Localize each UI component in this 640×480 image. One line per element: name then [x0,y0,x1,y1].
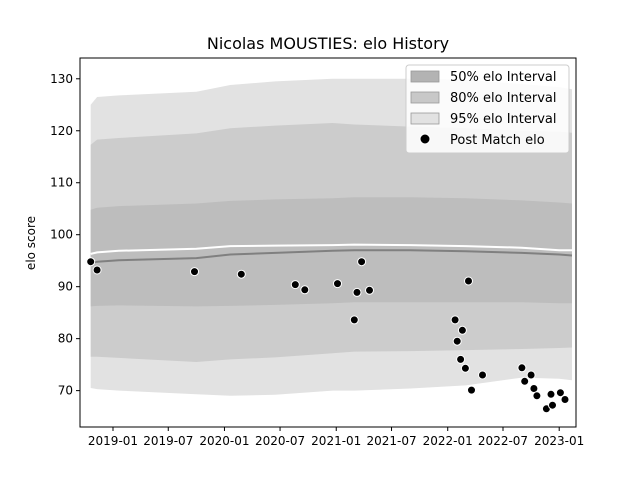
post-match-point-11 [450,315,460,325]
post-match-point-26 [548,400,557,410]
plot-frame [79,57,577,428]
post-match-point-2 [190,267,199,277]
legend-swatch-1 [410,91,440,104]
y-tick-label-1: 80 [58,332,73,346]
post-match-point-1 [92,265,102,275]
y-tick-label-5: 120 [50,124,73,138]
legend-label-3: Post Match elo [450,133,545,148]
post-match-point-19 [517,363,527,373]
post-match-point-8 [352,287,362,297]
post-match-point-7 [349,315,359,325]
post-match-point-6 [333,279,342,289]
x-tick-label-8: 2023-01 [534,434,584,448]
post-match-point-16 [464,276,473,286]
post-match-point-17 [467,385,476,395]
post-match-point-9 [357,257,367,267]
post-match-point-5 [300,285,310,295]
legend: 50% elo Interval 80% elo Interval 95% elo … [405,64,570,154]
y-tick-label-6: 130 [50,72,73,86]
legend-marker-3 [419,133,431,145]
post-match-point-12 [452,336,462,346]
post-match-point-27 [555,388,565,398]
x-tick-label-1: 2019-07 [143,434,193,448]
post-match-point-25 [546,389,556,399]
axes: 70 80 90 100 110 120 130 2019-01 2019-07 2020-01 2… [50,57,584,448]
post-match-point-18 [478,370,487,380]
plot-content [86,78,573,414]
x-tick-label-3: 2020-07 [255,434,305,448]
post-match-point-13 [456,354,466,364]
upper-line [90,243,572,255]
y-tick-label-2: 90 [58,280,73,294]
legend-box [405,64,570,154]
post-match-point-4 [290,280,300,290]
legend-swatch-2 [410,112,440,125]
post-match-point-20 [520,376,530,386]
post-match-point-23 [532,391,542,401]
y-tick-label-3: 100 [50,228,73,242]
chart-title: Nicolas MOUSTIES: elo History [207,34,449,53]
y-tick-label-4: 110 [50,176,73,190]
x-tick-label-6: 2022-01 [423,434,473,448]
post-match-point-22 [529,384,539,393]
y-tick-label-0: 70 [58,384,73,398]
post-match-point-15 [460,363,470,373]
x-tick-label-4: 2021-01 [311,434,361,448]
x-tick-label-5: 2021-07 [366,434,416,448]
legend-label-1: 80% elo Interval [450,91,557,106]
x-tick-label-2: 2020-01 [199,434,249,448]
post-match-point-0 [86,257,96,267]
band-50-interval [90,197,572,307]
post-match-point-28 [560,395,570,404]
x-tick-label-0: 2019-01 [88,434,138,448]
post-match-point-10 [365,285,374,295]
plot-area [86,78,573,414]
y-axis-label: elo score [24,216,38,270]
x-tick-label-7: 2022-07 [478,434,528,448]
post-match-point-14 [457,325,467,335]
mean-elo-line [90,249,573,265]
post-match-point-3 [236,269,246,279]
legend-swatch-0 [410,70,440,83]
legend-label-2: 95% elo Interval [450,112,557,127]
post-match-point-21 [526,370,536,380]
legend-label-0: 50% elo Interval [450,70,557,85]
